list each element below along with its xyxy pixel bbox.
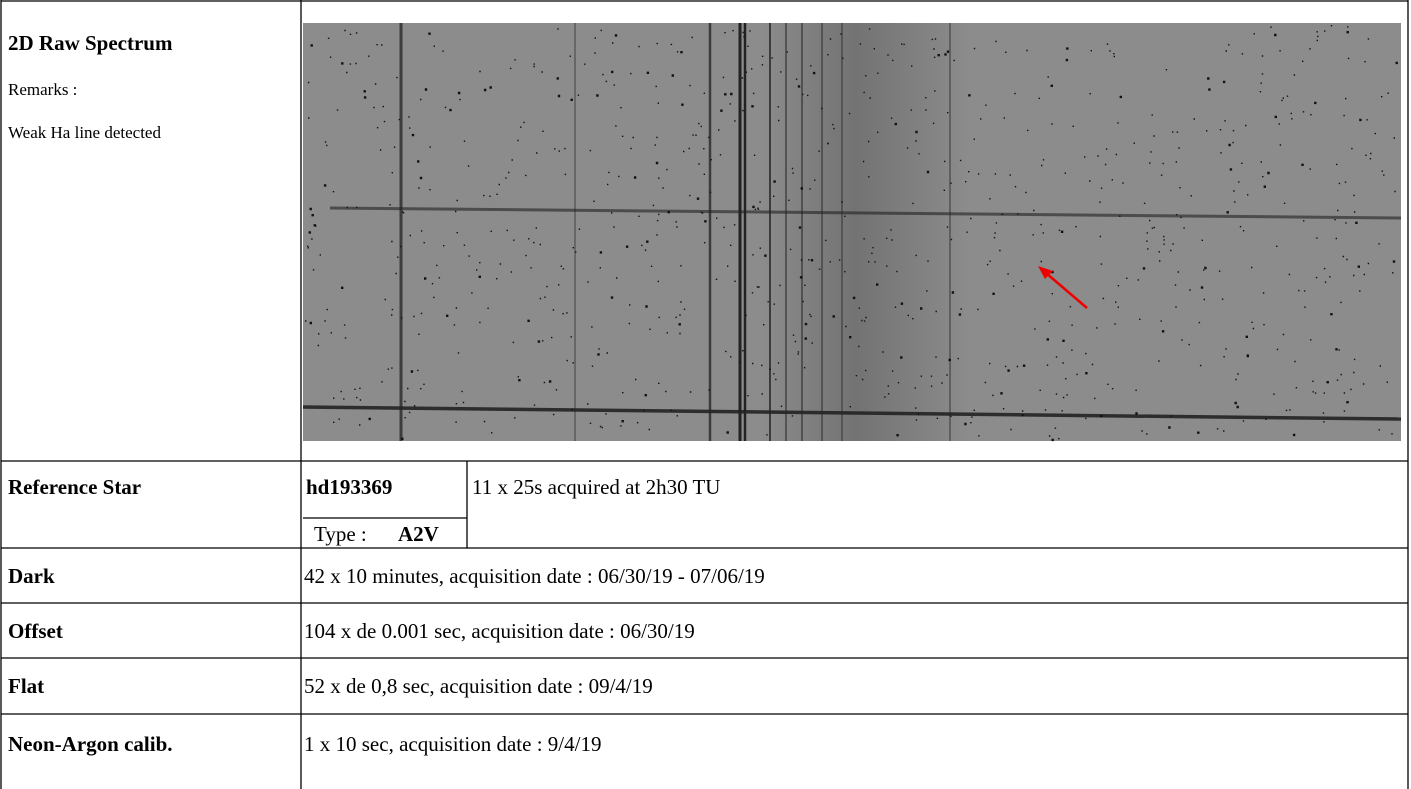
star-type: A2V [398, 522, 439, 546]
spectrum-image [302, 23, 1402, 442]
row-label: Neon-Argon calib. [8, 732, 173, 756]
remarks-label: Remarks : [8, 80, 77, 99]
star-name: hd193369 [306, 475, 392, 499]
row-details: 52 x de 0,8 sec, acquisition date : 09/4… [304, 674, 653, 698]
row-label: Reference Star [8, 475, 141, 499]
row-details: 104 x de 0.001 sec, acquisition date : 0… [304, 619, 695, 643]
spectrum-title: 2D Raw Spectrum [8, 31, 173, 55]
remarks: Weak Ha line detected [8, 123, 161, 142]
row-label: Offset [8, 619, 63, 643]
row-label: Flat [8, 674, 44, 698]
row-label: Dark [8, 564, 55, 588]
row-details: 11 x 25s acquired at 2h30 TU [472, 475, 720, 499]
row-details: 42 x 10 minutes, acquisition date : 06/3… [304, 564, 765, 588]
type-label: Type : [314, 522, 367, 546]
row-details: 1 x 10 sec, acquisition date : 9/4/19 [304, 732, 601, 756]
